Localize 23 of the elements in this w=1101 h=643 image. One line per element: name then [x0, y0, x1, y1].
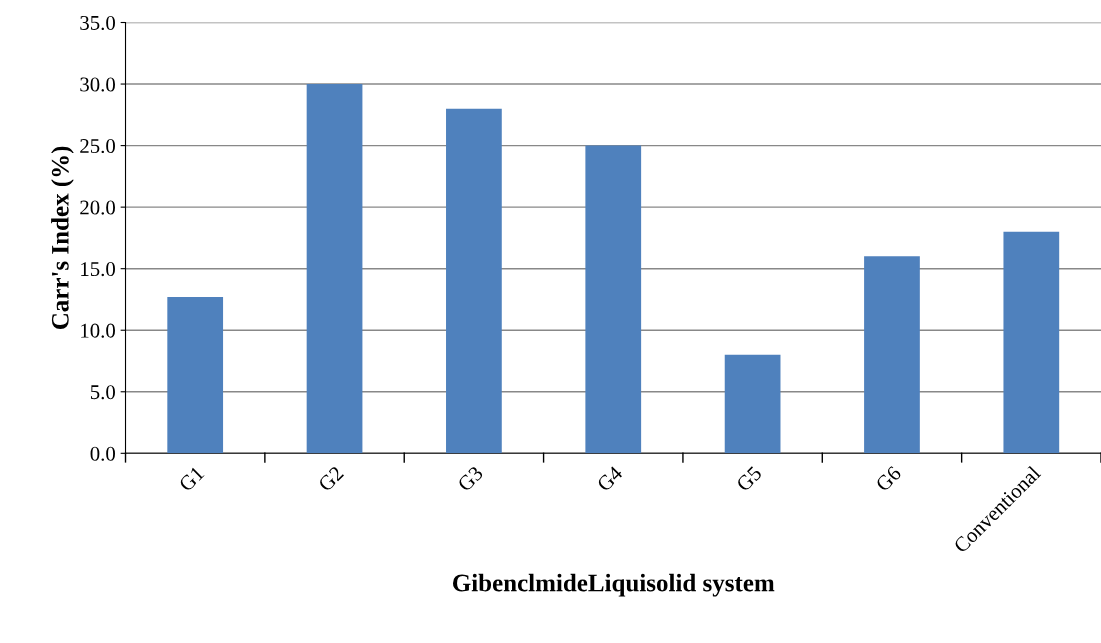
y-tick-label: 0.0 [90, 446, 115, 461]
x-tick-label: G6 [875, 465, 902, 493]
y-tick-label: 15.0 [81, 262, 115, 277]
x-tick-label: G3 [456, 465, 484, 493]
y-tick-label: 20.0 [80, 200, 115, 215]
x-tick-label: G1 [178, 465, 205, 493]
bar [1003, 231, 1060, 454]
bar [864, 256, 920, 454]
bar [167, 296, 224, 454]
x-tick-label: G5 [735, 465, 763, 493]
bar [306, 84, 363, 454]
x-tick-label: G2 [317, 465, 345, 493]
y-tick-label: 25.0 [80, 138, 115, 154]
x-axis-title: GibenclmideLiquisolid system [453, 573, 775, 597]
y-tick-label: 30.0 [80, 77, 115, 92]
x-tick-label: G4 [596, 465, 624, 493]
y-tick-label: 10.0 [81, 323, 115, 338]
bar [724, 354, 781, 454]
y-axis-title: Carr's Index (%) [51, 146, 74, 330]
y-tick-label: 35.0 [80, 15, 115, 31]
bar [446, 108, 502, 454]
bar [585, 145, 642, 454]
y-tick-label: 5.0 [90, 385, 115, 400]
